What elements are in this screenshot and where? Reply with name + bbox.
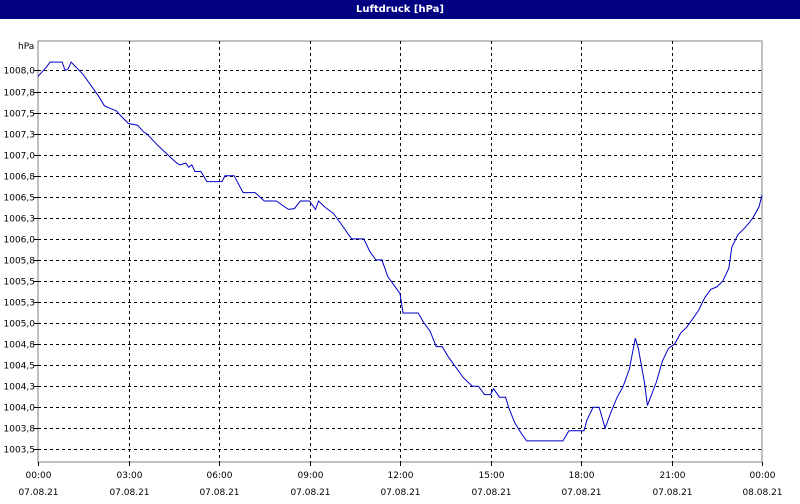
x-tick-date-label: 07.08.21 [380, 488, 420, 498]
x-tick-date-label: 07.08.21 [561, 488, 601, 498]
x-tick-date-label: 07.08.21 [290, 488, 330, 498]
x-tick-time-label: 15:00 [479, 471, 505, 481]
chart-area: 1003,5 1003,8 1004,0 1004,3 1004,5 1004,8 1005… [0, 19, 800, 500]
y-tick-label: 1007,8 [4, 89, 36, 99]
x-tick-time-label: 18:00 [569, 471, 595, 481]
y-tick-label: 1008,0 [4, 67, 36, 77]
x-tick-time-label: 21:00 [660, 471, 686, 481]
y-tick-label: 1004,0 [4, 404, 36, 414]
y-tick-label: 1005,5 [4, 278, 36, 288]
y-tick-label: 1007,3 [4, 131, 36, 141]
x-axis: 00:00 07.08.21 03:00 07.08.21 06:00 07.08.21 0… [18, 462, 782, 498]
y-tick-label: 1006,0 [4, 236, 36, 246]
y-tick-label: 1006,5 [4, 194, 36, 204]
y-tick-label: 1003,8 [4, 425, 36, 435]
y-tick-label: 1005,3 [4, 299, 36, 309]
y-tick-label: 1004,8 [4, 341, 36, 351]
y-tick-label: 1004,5 [4, 362, 36, 372]
x-tick-date-label: 08.08.21 [742, 488, 782, 498]
y-tick-label: 1005,0 [4, 320, 36, 330]
y-tick-label: 1003,5 [4, 446, 36, 456]
y-tick-label: 1007,5 [4, 110, 36, 120]
y-tick-label: 1007,0 [4, 152, 36, 162]
x-tick-date-label: 07.08.21 [199, 488, 239, 498]
x-tick-time-label: 00:00 [750, 471, 776, 481]
x-tick-date-label: 07.08.21 [652, 488, 692, 498]
x-tick-date-label: 07.08.21 [471, 488, 511, 498]
y-axis: 1003,5 1003,8 1004,0 1004,3 1004,5 1004,8 1005… [4, 67, 39, 456]
x-tick-time-label: 12:00 [388, 471, 414, 481]
x-tick-date-label: 07.08.21 [109, 488, 149, 498]
x-tick-time-label: 06:00 [207, 471, 233, 481]
y-tick-label: 1006,3 [4, 215, 36, 225]
line-chart: 1003,5 1003,8 1004,0 1004,3 1004,5 1004,8 1005… [0, 19, 800, 500]
y-tick-label: 1004,3 [4, 383, 36, 393]
y-tick-label: 1005,8 [4, 257, 36, 267]
y-tick-label: 1006,8 [4, 173, 36, 183]
x-tick-date-label: 07.08.21 [18, 488, 58, 498]
chart-title: Luftdruck [hPa] [0, 0, 800, 19]
y-axis-unit-label: hPa [18, 42, 34, 52]
x-tick-time-label: 03:00 [117, 471, 143, 481]
x-tick-time-label: 09:00 [298, 471, 324, 481]
x-tick-time-label: 00:00 [26, 471, 52, 481]
